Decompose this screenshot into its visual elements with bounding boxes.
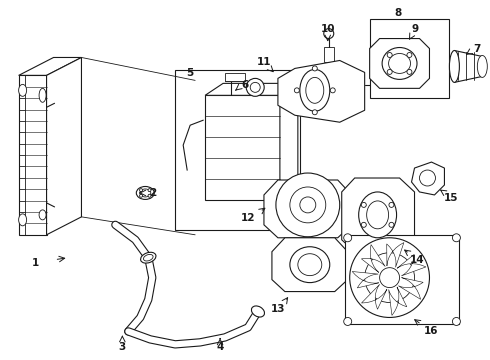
Polygon shape [397, 254, 426, 276]
Text: 7: 7 [474, 44, 481, 54]
Polygon shape [280, 84, 298, 200]
Circle shape [343, 234, 352, 242]
Polygon shape [205, 95, 280, 200]
Polygon shape [19, 58, 81, 75]
Circle shape [140, 189, 143, 192]
Ellipse shape [290, 247, 330, 283]
Text: 12: 12 [241, 213, 255, 223]
Ellipse shape [19, 84, 26, 96]
Bar [369, 19, 449, 98]
Polygon shape [272, 238, 348, 292]
Text: 10: 10 [320, 24, 335, 33]
Ellipse shape [136, 186, 154, 199]
Circle shape [361, 202, 367, 207]
Polygon shape [362, 244, 385, 273]
Circle shape [419, 170, 436, 186]
Polygon shape [19, 75, 47, 235]
Ellipse shape [141, 252, 156, 263]
Circle shape [343, 318, 352, 325]
Ellipse shape [251, 306, 265, 317]
Ellipse shape [306, 77, 324, 103]
Polygon shape [454, 50, 482, 82]
Polygon shape [278, 60, 365, 122]
Polygon shape [398, 278, 423, 299]
Polygon shape [352, 271, 379, 288]
Circle shape [290, 187, 326, 223]
Polygon shape [47, 58, 81, 235]
Text: 4: 4 [217, 342, 224, 352]
Ellipse shape [382, 48, 417, 80]
Polygon shape [205, 84, 298, 95]
Text: 15: 15 [444, 193, 459, 203]
Ellipse shape [298, 254, 322, 276]
Bar [345, 235, 460, 324]
Bar [324, 46, 334, 62]
Circle shape [350, 238, 429, 318]
Ellipse shape [39, 88, 46, 102]
Ellipse shape [359, 192, 396, 238]
Circle shape [389, 222, 394, 227]
Ellipse shape [19, 214, 26, 226]
Circle shape [330, 88, 335, 93]
Circle shape [140, 194, 143, 197]
Polygon shape [362, 284, 387, 309]
Circle shape [387, 69, 392, 75]
Text: 6: 6 [242, 80, 248, 90]
Ellipse shape [389, 54, 411, 73]
Ellipse shape [140, 189, 151, 197]
Circle shape [387, 53, 392, 58]
Circle shape [148, 189, 151, 192]
Circle shape [380, 268, 399, 288]
Polygon shape [369, 39, 429, 88]
Text: 9: 9 [412, 24, 419, 33]
Bar [225, 73, 245, 81]
Text: 8: 8 [394, 8, 401, 18]
Ellipse shape [449, 50, 460, 82]
Polygon shape [387, 243, 404, 267]
Circle shape [246, 78, 264, 96]
Text: 16: 16 [424, 327, 439, 336]
Circle shape [407, 69, 412, 75]
Circle shape [389, 202, 394, 207]
Text: 14: 14 [410, 255, 425, 265]
Bar [175, 71, 300, 230]
Polygon shape [412, 162, 444, 195]
Circle shape [452, 234, 461, 242]
Text: 2: 2 [148, 188, 156, 198]
Circle shape [361, 222, 367, 227]
Polygon shape [342, 178, 415, 252]
Ellipse shape [300, 69, 330, 111]
Text: 5: 5 [187, 68, 194, 78]
Polygon shape [389, 287, 407, 315]
Circle shape [407, 53, 412, 58]
Circle shape [312, 66, 318, 71]
Circle shape [276, 173, 340, 237]
Text: 3: 3 [119, 342, 126, 352]
Ellipse shape [367, 201, 389, 229]
Ellipse shape [39, 210, 46, 220]
Ellipse shape [144, 255, 153, 261]
Circle shape [300, 197, 316, 213]
Text: 11: 11 [257, 58, 271, 67]
Text: 1: 1 [32, 258, 39, 268]
Text: 13: 13 [270, 305, 285, 315]
Circle shape [324, 28, 334, 39]
Circle shape [294, 88, 299, 93]
Polygon shape [264, 180, 352, 238]
Circle shape [452, 318, 461, 325]
Circle shape [250, 82, 260, 92]
Circle shape [365, 253, 415, 302]
Circle shape [148, 194, 151, 197]
Circle shape [312, 110, 318, 115]
Ellipse shape [477, 55, 488, 77]
